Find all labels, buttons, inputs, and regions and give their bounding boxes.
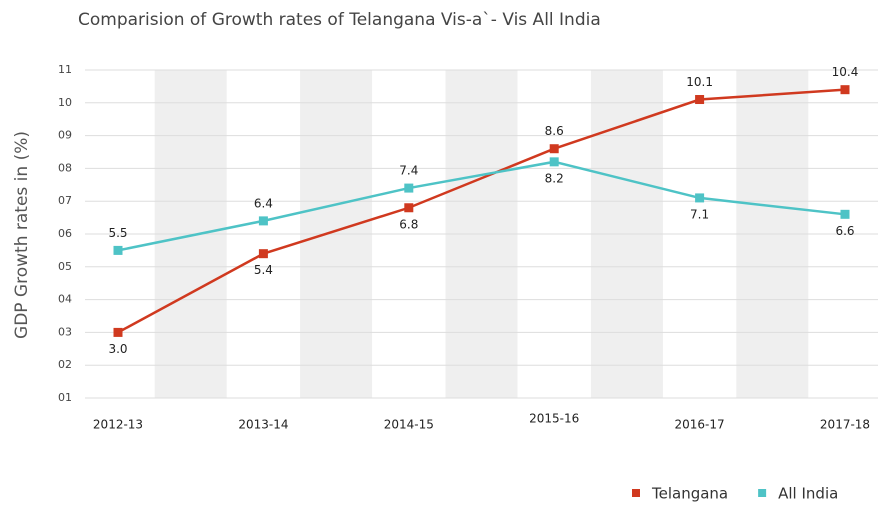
point (113, 327, 123, 337)
point (113, 245, 123, 255)
data-label: 6.6 (835, 224, 854, 238)
line (117, 160, 846, 252)
x-tick-label: 2016-17 (675, 418, 725, 432)
point (695, 95, 705, 105)
line (117, 88, 846, 334)
point (258, 249, 268, 259)
x-tick-label: 2015-16 (529, 412, 579, 426)
point (549, 157, 559, 167)
y-tick-label: 08 (58, 161, 72, 174)
x-tick-label: 2017-18 (820, 418, 870, 432)
point (404, 183, 414, 193)
y-tick-label: 09 (58, 129, 72, 142)
data-label: 8.6 (545, 124, 564, 138)
data-label: 7.1 (690, 207, 709, 221)
y-tick-label: 05 (58, 260, 72, 273)
legend-label: All India (778, 485, 838, 503)
point (549, 144, 559, 154)
point (404, 203, 414, 213)
chart-title: Comparision of Growth rates of Telangana… (78, 10, 601, 30)
data-label: 6.4 (254, 196, 273, 210)
data-label: 7.4 (399, 164, 418, 178)
y-tick-label: 10 (58, 96, 72, 109)
data-label: 6.8 (399, 217, 418, 231)
data-label: 10.4 (832, 65, 859, 79)
legend-swatch (758, 489, 767, 497)
data-label: 5.4 (254, 263, 273, 277)
y-axis-label: GDP Growth rates in (%) (12, 131, 32, 339)
x-tick-label: 2012-13 (93, 418, 143, 432)
legend-swatch (632, 489, 640, 497)
data-label: 5.5 (108, 226, 127, 240)
y-tick-label: 04 (58, 293, 72, 306)
legend-label: Telangana (651, 485, 728, 503)
x-tick-label: 2013-14 (238, 418, 288, 432)
data-label: 10.1 (686, 75, 713, 89)
point (695, 193, 705, 203)
y-tick-label: 06 (58, 227, 72, 240)
x-tick-label: 2014-15 (384, 418, 434, 432)
y-tick-label: 03 (58, 325, 72, 338)
point (840, 85, 850, 95)
y-tick-label: 02 (58, 358, 72, 371)
data-label: 3.0 (108, 342, 127, 356)
point (258, 216, 268, 226)
y-tick-label: 11 (58, 63, 72, 76)
point (840, 209, 850, 219)
data-label: 8.2 (545, 171, 564, 185)
y-tick-label: 01 (58, 391, 72, 404)
y-tick-label: 07 (58, 194, 72, 207)
